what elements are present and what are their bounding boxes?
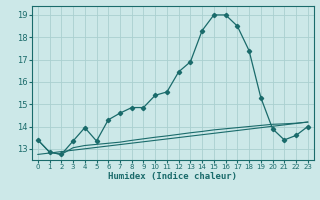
X-axis label: Humidex (Indice chaleur): Humidex (Indice chaleur) — [108, 172, 237, 181]
